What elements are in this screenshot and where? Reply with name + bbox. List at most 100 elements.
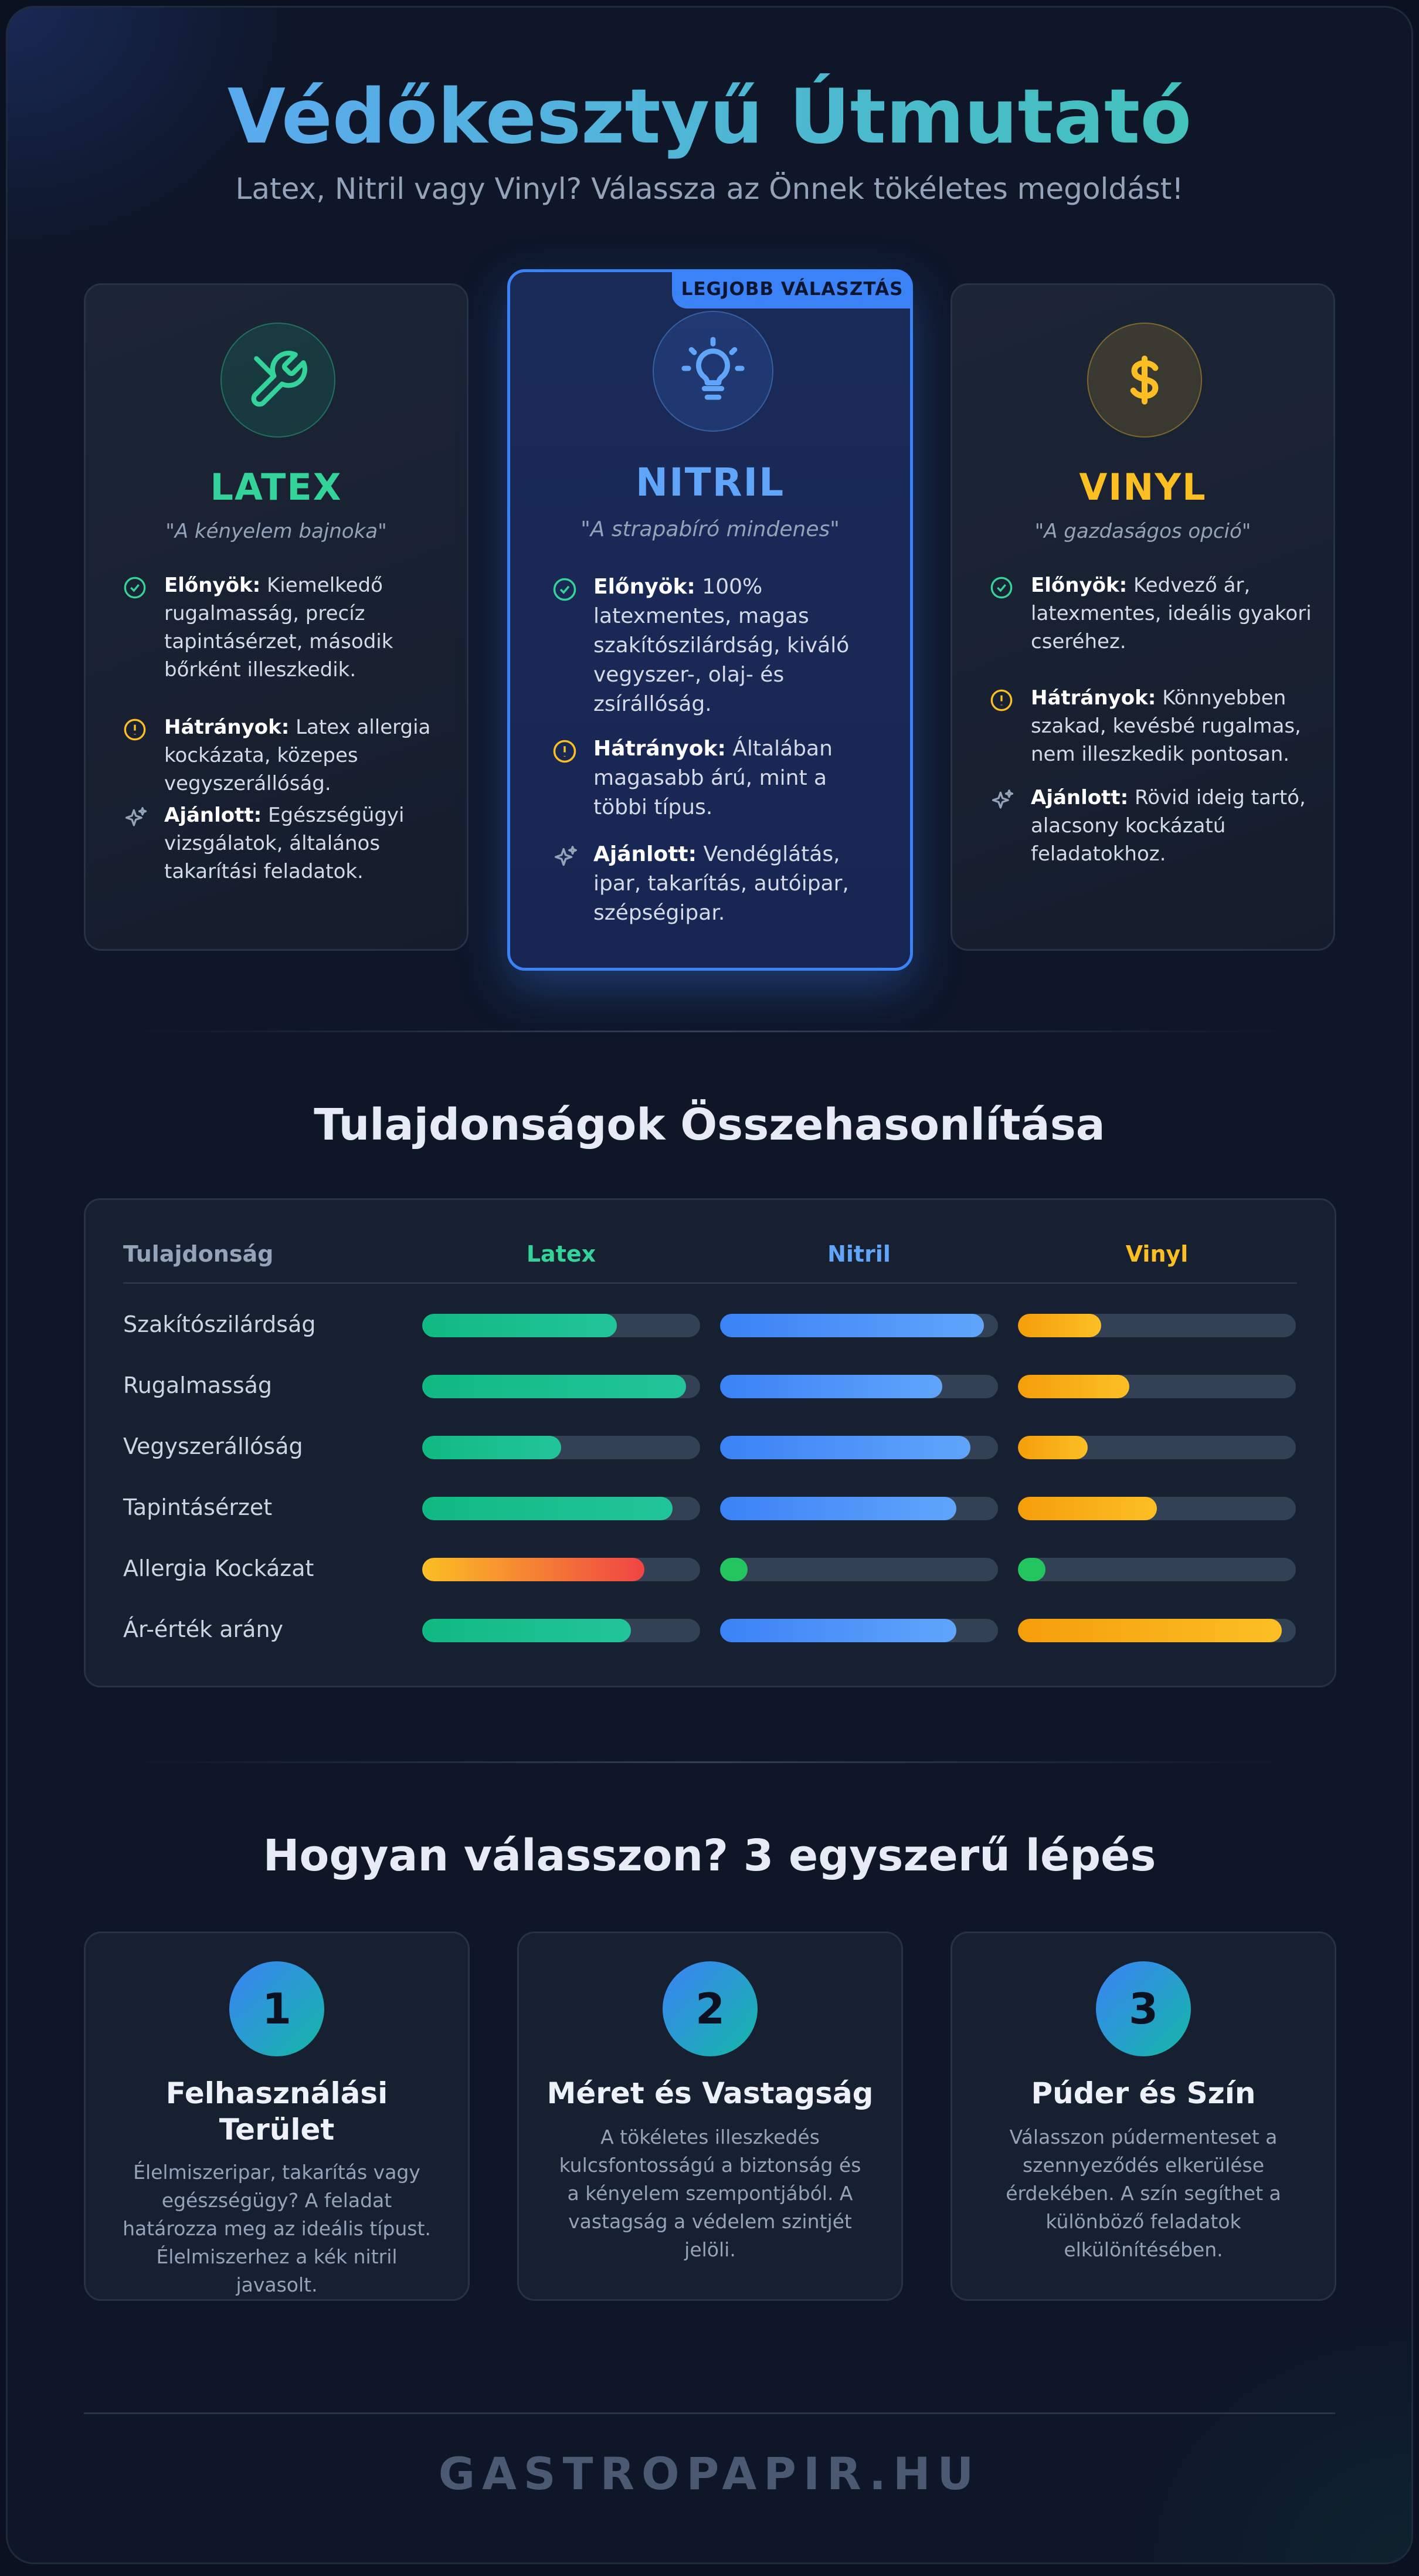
card-name: NITRIL — [635, 460, 785, 505]
infographic-page: Védőkesztyű Útmutató Latex, Nitril vagy … — [6, 6, 1413, 2564]
check-circle-icon — [990, 577, 1013, 599]
bar-fill — [1018, 1436, 1088, 1459]
pros-text: Kiemelkedő rugalmasság, precíz tapintásé… — [164, 574, 393, 682]
footer-brand: GASTROPAPIR.HU — [438, 2448, 981, 2500]
page-title: Védőkesztyű Útmutató — [8, 73, 1411, 161]
table-header-divider — [123, 1282, 1297, 1284]
steps-title: Hogyan válasszon? 3 egyszerű lépés — [263, 1831, 1156, 1881]
tool-icon — [220, 323, 335, 438]
row-label: Rugalmasság — [123, 1372, 273, 1398]
sparkles-icon — [555, 846, 577, 866]
card-nitril: LEGJOBB VÁLASZTÁS NITRIL "A strapabíró m… — [507, 269, 913, 971]
recommended-label: Ajánlott: — [1031, 786, 1129, 809]
recommended-item: Ajánlott: Rövid ideig tartó, alacsony ko… — [990, 784, 1318, 868]
bar-fill — [720, 1314, 985, 1337]
bar-fill — [1018, 1314, 1102, 1337]
bar-fill — [422, 1375, 687, 1398]
bar-fill — [1018, 1558, 1046, 1581]
pros-item: Előnyök: Kedvező ár, latexmentes, ideáli… — [990, 571, 1318, 656]
card-tagline: "A strapabíró mindenes" — [580, 517, 840, 541]
step-card-1: 1 Felhasználási Terület Élelmiszeripar, … — [84, 1931, 470, 2301]
cons-text: Általában magasabb árú, mint a többi típ… — [593, 737, 833, 819]
row-label: Ár-érték arány — [123, 1616, 284, 1642]
bar-track-latex — [422, 1558, 700, 1581]
check-circle-icon — [553, 578, 576, 601]
table-header-property: Tulajdonság — [123, 1241, 274, 1267]
bar-track-nitril — [720, 1314, 998, 1337]
card-name: LATEX — [210, 466, 342, 509]
comparison-table: Tulajdonság Latex Nitril Vinyl Szakítósz… — [84, 1198, 1336, 1687]
step-title: Púder és Szín — [1031, 2076, 1256, 2110]
pros-text: 100% latexmentes, magas szakítószilárdsá… — [593, 575, 850, 716]
cons-text: Könnyebben szakad, kevésbé rugalmas, nem… — [1031, 686, 1301, 766]
best-choice-badge: LEGJOBB VÁLASZTÁS — [672, 270, 912, 309]
cons-item: Hátrányok: Általában magasabb árú, mint … — [552, 734, 881, 822]
bar-track-vinyl — [1018, 1436, 1296, 1459]
pros-label: Előnyök: — [164, 574, 261, 597]
bar-fill — [720, 1558, 748, 1581]
pros-item: Előnyök: 100% latexmentes, magas szakító… — [552, 572, 881, 719]
row-label: Szakítószilárdság — [123, 1311, 316, 1337]
bar-fill — [1018, 1497, 1157, 1520]
bar-track-nitril — [720, 1497, 998, 1520]
bar-fill — [1018, 1375, 1129, 1398]
pros-label: Előnyök: — [1031, 574, 1128, 597]
bar-track-latex — [422, 1619, 700, 1642]
step-title: Felhasználási Terület — [165, 2076, 388, 2147]
sparkles-icon — [125, 807, 147, 826]
bar-track-vinyl — [1018, 1375, 1296, 1398]
step-card-3: 3 Púder és Szín Válasszon púdermenteset … — [950, 1931, 1336, 2301]
pros-text: Kedvező ár, latexmentes, ideális gyakori… — [1031, 574, 1312, 653]
step-text: A tökéletes illeszkedés kulcsfontosságú … — [559, 2126, 861, 2261]
recommended-text: Egészségügyi vizsgálatok, általános taka… — [164, 804, 405, 883]
bar-track-vinyl — [1018, 1497, 1296, 1520]
card-latex: LATEX "A kényelem bajnoka" Előnyök: Kiem… — [84, 283, 469, 951]
bar-track-latex — [422, 1375, 700, 1398]
table-header-latex: Latex — [526, 1241, 596, 1267]
section-divider — [125, 1031, 1294, 1032]
bar-fill — [422, 1619, 631, 1642]
bar-track-latex — [422, 1314, 700, 1337]
bar-track-latex — [422, 1436, 700, 1459]
bar-track-latex — [422, 1497, 700, 1520]
bar-track-vinyl — [1018, 1558, 1296, 1581]
section-divider — [125, 1761, 1294, 1763]
alert-circle-icon — [990, 689, 1013, 711]
bar-track-nitril — [720, 1375, 998, 1398]
bar-fill — [422, 1436, 561, 1459]
alert-circle-icon — [553, 740, 576, 763]
card-tagline: "A gazdaságos opció" — [1034, 520, 1251, 543]
row-label: Vegyszerállóság — [123, 1433, 303, 1459]
bar-track-nitril — [720, 1558, 998, 1581]
recommended-label: Ajánlott: — [164, 804, 262, 827]
table-header-nitril: Nitril — [827, 1241, 891, 1267]
row-label: Allergia Kockázat — [123, 1555, 314, 1581]
check-circle-icon — [124, 577, 146, 599]
sparkles-icon — [992, 789, 1014, 809]
cons-label: Hátrányok: — [593, 737, 726, 761]
cons-label: Hátrányok: — [1031, 686, 1156, 710]
step-text: Válasszon púdermenteset a szennyeződés e… — [1006, 2126, 1281, 2261]
recommended-label: Ajánlott: — [593, 842, 697, 866]
card-vinyl: VINYL "A gazdaságos opció" Előnyök: Kedv… — [950, 283, 1335, 951]
bar-fill — [720, 1375, 943, 1398]
step-number: 1 — [229, 1961, 324, 2056]
comparison-title: Tulajdonságok Összehasonlítása — [314, 1100, 1105, 1150]
pros-label: Előnyök: — [593, 575, 695, 599]
bar-fill — [720, 1619, 956, 1642]
bar-track-vinyl — [1018, 1619, 1296, 1642]
bar-track-nitril — [720, 1619, 998, 1642]
recommended-item: Ajánlott: Egészségügyi vizsgálatok, álta… — [123, 801, 440, 886]
recommended-text: Rövid ideig tartó, alacsony kockázatú fe… — [1031, 786, 1306, 866]
bar-fill — [720, 1436, 970, 1459]
bar-fill — [422, 1558, 645, 1581]
step-text: Élelmiszeripar, takarítás vagy egészségü… — [123, 2161, 431, 2296]
card-tagline: "A kényelem bajnoka" — [165, 520, 387, 543]
pros-item: Előnyök: Kiemelkedő rugalmasság, precíz … — [123, 571, 440, 684]
cons-item: Hátrányok: Latex allergia kockázata, köz… — [123, 713, 440, 798]
dollar-icon — [1087, 323, 1202, 438]
cons-text: Latex allergia kockázata, közepes vegysz… — [164, 716, 431, 795]
recommended-text: Vendéglátás, ipar, takarítás, autóipar, … — [593, 842, 849, 925]
bar-track-nitril — [720, 1436, 998, 1459]
footer-divider — [84, 2412, 1335, 2414]
